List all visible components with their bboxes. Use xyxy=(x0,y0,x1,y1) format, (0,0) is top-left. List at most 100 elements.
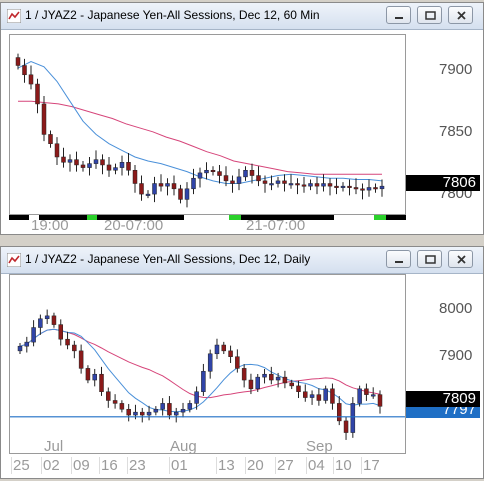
candle xyxy=(165,178,170,196)
candle xyxy=(275,176,281,188)
candle xyxy=(288,174,294,189)
candle xyxy=(140,407,145,423)
price-plot-area[interactable] xyxy=(9,274,406,454)
candlestick-chart[interactable] xyxy=(10,35,405,214)
candle-body-down xyxy=(314,183,320,187)
candle xyxy=(262,175,268,193)
chart-window-60min[interactable]: 1 / JYAZ2 - Japanese Yen-All Sessions, D… xyxy=(0,2,484,235)
candle xyxy=(249,163,255,184)
candle-body-down xyxy=(158,183,164,187)
candle xyxy=(187,400,193,413)
candle-body-down xyxy=(282,376,288,384)
candle-body-down xyxy=(99,373,104,392)
day-label: 16 xyxy=(99,457,118,474)
candle xyxy=(167,396,172,420)
day-label: 17 xyxy=(361,457,380,474)
candle xyxy=(343,416,349,440)
candle xyxy=(197,167,203,188)
candle xyxy=(214,338,220,360)
minimize-button[interactable] xyxy=(386,6,411,24)
restore-icon xyxy=(425,255,436,264)
window-titlebar[interactable]: 1 / JYAZ2 - Japanese Yen-All Sessions, D… xyxy=(1,247,483,274)
candle-body-down xyxy=(343,420,349,433)
candle xyxy=(85,365,91,384)
candle xyxy=(379,179,385,197)
time-label-21-0700: 21-07:00 xyxy=(246,217,306,234)
candle-body-up xyxy=(31,327,36,343)
candle-body-down xyxy=(106,164,112,171)
candle xyxy=(314,176,320,195)
candle xyxy=(336,396,342,426)
candle xyxy=(228,345,233,364)
moving-average-short-line xyxy=(19,328,381,413)
candle xyxy=(158,174,164,192)
day-label: 02 xyxy=(41,457,60,474)
candle xyxy=(184,182,190,208)
candle xyxy=(350,397,356,438)
close-button[interactable] xyxy=(448,250,473,268)
candle-body-down xyxy=(249,169,255,176)
candle xyxy=(235,349,240,373)
time-label-20-0700: 20-07:00 xyxy=(104,217,164,234)
close-icon xyxy=(457,255,466,264)
candle-body-down xyxy=(301,184,307,187)
candle xyxy=(255,373,260,392)
candle-body-down xyxy=(126,408,131,416)
candle-body-down xyxy=(51,315,57,325)
candle-body-down xyxy=(295,183,300,186)
candle-body-up xyxy=(204,169,209,174)
candle-body-up xyxy=(214,344,220,355)
candle xyxy=(100,154,105,175)
candle-body-up xyxy=(350,403,356,433)
candle xyxy=(48,130,53,148)
candle xyxy=(309,390,315,405)
candle-body-up xyxy=(180,408,186,413)
minimize-button[interactable] xyxy=(386,250,411,268)
candle xyxy=(126,153,131,176)
candle-body-down xyxy=(119,403,125,410)
candle xyxy=(201,363,206,396)
candle xyxy=(282,174,287,192)
restore-button[interactable] xyxy=(417,250,442,268)
candle-body-up xyxy=(133,411,138,416)
month-label-jul: Jul xyxy=(44,438,64,455)
candle-body-up xyxy=(269,183,274,186)
candle-body-up xyxy=(92,373,97,381)
chart-window-daily[interactable]: 1 / JYAZ2 - Japanese Yen-All Sessions, D… xyxy=(0,246,484,479)
restore-button[interactable] xyxy=(417,6,442,24)
candle-body-up xyxy=(165,183,170,187)
candle xyxy=(126,403,131,422)
candle-body-up xyxy=(340,185,346,188)
candle xyxy=(38,314,43,335)
candle-body-down xyxy=(327,183,333,187)
candle-body-up xyxy=(24,341,30,347)
candle-body-down xyxy=(223,175,229,182)
candlestick-chart[interactable] xyxy=(10,275,405,453)
candle-body-up xyxy=(187,403,193,410)
day-label: 13 xyxy=(216,457,235,474)
candle xyxy=(210,166,216,176)
candle-body-down xyxy=(316,394,322,401)
candle xyxy=(241,364,247,388)
candle-body-up xyxy=(87,163,92,168)
candle xyxy=(22,58,27,83)
candle-body-down xyxy=(78,350,84,369)
candle-body-up xyxy=(17,345,23,352)
candle-body-down xyxy=(74,159,79,166)
chart-app-icon xyxy=(7,253,21,267)
restore-icon xyxy=(425,11,436,20)
candle xyxy=(191,168,196,195)
candle xyxy=(61,147,66,168)
candle xyxy=(87,156,92,176)
price-plot-area[interactable] xyxy=(9,34,406,215)
close-button[interactable] xyxy=(448,6,473,24)
candle-body-down xyxy=(262,180,268,184)
window-titlebar[interactable]: 1 / JYAZ2 - Japanese Yen-All Sessions, D… xyxy=(1,3,483,30)
month-label-sep: Sep xyxy=(306,438,333,455)
candle xyxy=(24,336,30,353)
candle-body-up xyxy=(152,183,157,195)
candle-body-up xyxy=(44,315,50,320)
minimize-icon xyxy=(395,17,403,19)
candle xyxy=(132,164,138,193)
candle xyxy=(119,155,125,176)
